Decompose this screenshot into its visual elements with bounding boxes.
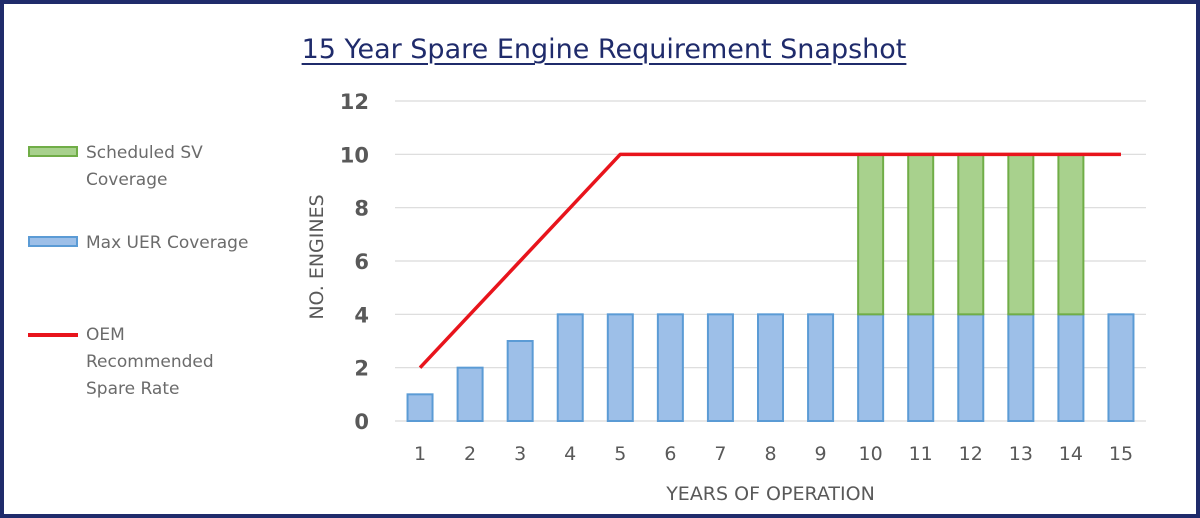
x-tick-label: 12 — [959, 443, 983, 465]
bar-scheduled-sv — [1007, 153, 1035, 316]
bar-max-uer — [1057, 313, 1085, 423]
y-tick-label: 10 — [340, 143, 369, 167]
y-tick-label: 12 — [340, 90, 369, 114]
line-oem-recommended-spare-rate — [418, 152, 1121, 369]
bar-max-uer — [1007, 313, 1035, 423]
bar-max-uer — [907, 313, 935, 423]
bar-max-uer — [556, 313, 584, 423]
x-tick-label: 2 — [464, 443, 476, 465]
bar-scheduled-sv — [857, 153, 885, 316]
bar-max-uer — [1107, 313, 1135, 423]
y-tick-label: 0 — [354, 410, 369, 434]
bar-scheduled-sv — [957, 153, 985, 316]
bar-max-uer — [456, 366, 484, 422]
legend-label-oem-rate: OEM Recommended Spare Rate — [86, 325, 214, 399]
legend-swatch-max-uer — [28, 236, 78, 247]
y-tick-label: 2 — [354, 357, 369, 381]
x-tick-label: 3 — [514, 443, 526, 465]
x-tick-label: 15 — [1109, 443, 1133, 465]
x-tick-label: 13 — [1009, 443, 1033, 465]
legend-label-scheduled-sv: Scheduled SV Coverage — [86, 143, 203, 190]
x-tick-label: 10 — [859, 443, 883, 465]
bar-max-uer — [506, 340, 534, 422]
x-tick-label: 8 — [764, 443, 776, 465]
x-tick-label: 4 — [564, 443, 576, 465]
bar-max-uer — [606, 313, 634, 423]
bar-max-uer — [757, 313, 784, 423]
x-tick-label: 5 — [614, 443, 626, 465]
chart-title: 15 Year Spare Engine Requirement Snapsho… — [301, 34, 907, 65]
x-tick-label: 9 — [815, 443, 827, 465]
x-tick-label: 14 — [1059, 443, 1083, 465]
bar-max-uer — [957, 313, 985, 423]
bar-scheduled-sv — [1057, 153, 1085, 316]
y-tick-label: 6 — [354, 250, 369, 274]
x-tick-label: 7 — [714, 443, 726, 465]
bar-max-uer — [406, 393, 434, 423]
x-tick-label: 11 — [909, 443, 933, 465]
y-axis-label: NO. ENGINES — [306, 194, 328, 319]
y-tick-label: 4 — [354, 303, 369, 327]
bar-max-uer — [656, 313, 684, 423]
bar-max-uer — [807, 313, 835, 423]
bar-scheduled-sv — [907, 153, 935, 316]
x-axis-label: YEARS OF OPERATION — [665, 483, 875, 505]
bar-max-uer — [857, 313, 885, 423]
legend-swatch-scheduled-sv — [28, 146, 78, 157]
legend-swatch-oem-rate — [28, 333, 78, 337]
x-tick-label: 1 — [414, 443, 426, 465]
y-tick-label: 8 — [354, 197, 369, 221]
x-tick-label: 6 — [664, 443, 676, 465]
legend-label-max-uer: Max UER Coverage — [86, 233, 249, 253]
bar-max-uer — [706, 313, 734, 423]
